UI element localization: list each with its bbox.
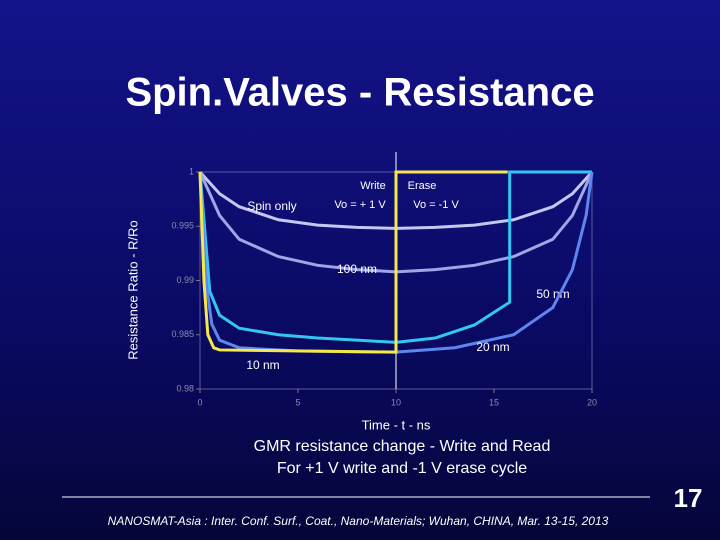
series-label: 50 nm <box>536 287 569 301</box>
series-line <box>198 170 508 354</box>
series-label: 100 nm <box>337 262 377 276</box>
caption: GMR resistance change - Write and Read <box>254 438 551 455</box>
x-tick-label: 5 <box>295 397 300 407</box>
series-label: 10 nm <box>246 358 279 372</box>
x-tick-label: 20 <box>587 397 597 407</box>
annotation: Vo = + 1 V <box>334 199 386 211</box>
y-tick-label: 0.98 <box>176 383 194 393</box>
y-tick-label: 1 <box>189 166 194 176</box>
footer: NANOSMAT-Asia : Inter. Conf. Surf., Coat… <box>108 514 609 528</box>
y-axis-label: Resistance Ratio - R/Ro <box>125 220 140 359</box>
series-label: 20 nm <box>476 340 509 354</box>
slide-title: Spin.Valves - Resistance <box>125 71 594 115</box>
x-tick-label: 15 <box>489 397 499 407</box>
y-tick-label: 0.985 <box>171 329 194 339</box>
series-label: Spin only <box>247 199 296 213</box>
x-axis-label: Time - t - ns <box>362 417 431 432</box>
x-tick-label: 10 <box>391 397 401 407</box>
annotation: Erase <box>408 180 437 192</box>
x-tick-label: 0 <box>197 397 202 407</box>
annotation: Vo = -1 V <box>413 199 459 211</box>
y-tick-label: 0.995 <box>171 221 194 231</box>
annotation: Write <box>360 180 385 192</box>
caption: For +1 V write and -1 V erase cycle <box>277 460 527 477</box>
series-line <box>198 170 592 344</box>
page-number: 17 <box>674 483 703 513</box>
y-tick-label: 0.99 <box>176 275 194 285</box>
